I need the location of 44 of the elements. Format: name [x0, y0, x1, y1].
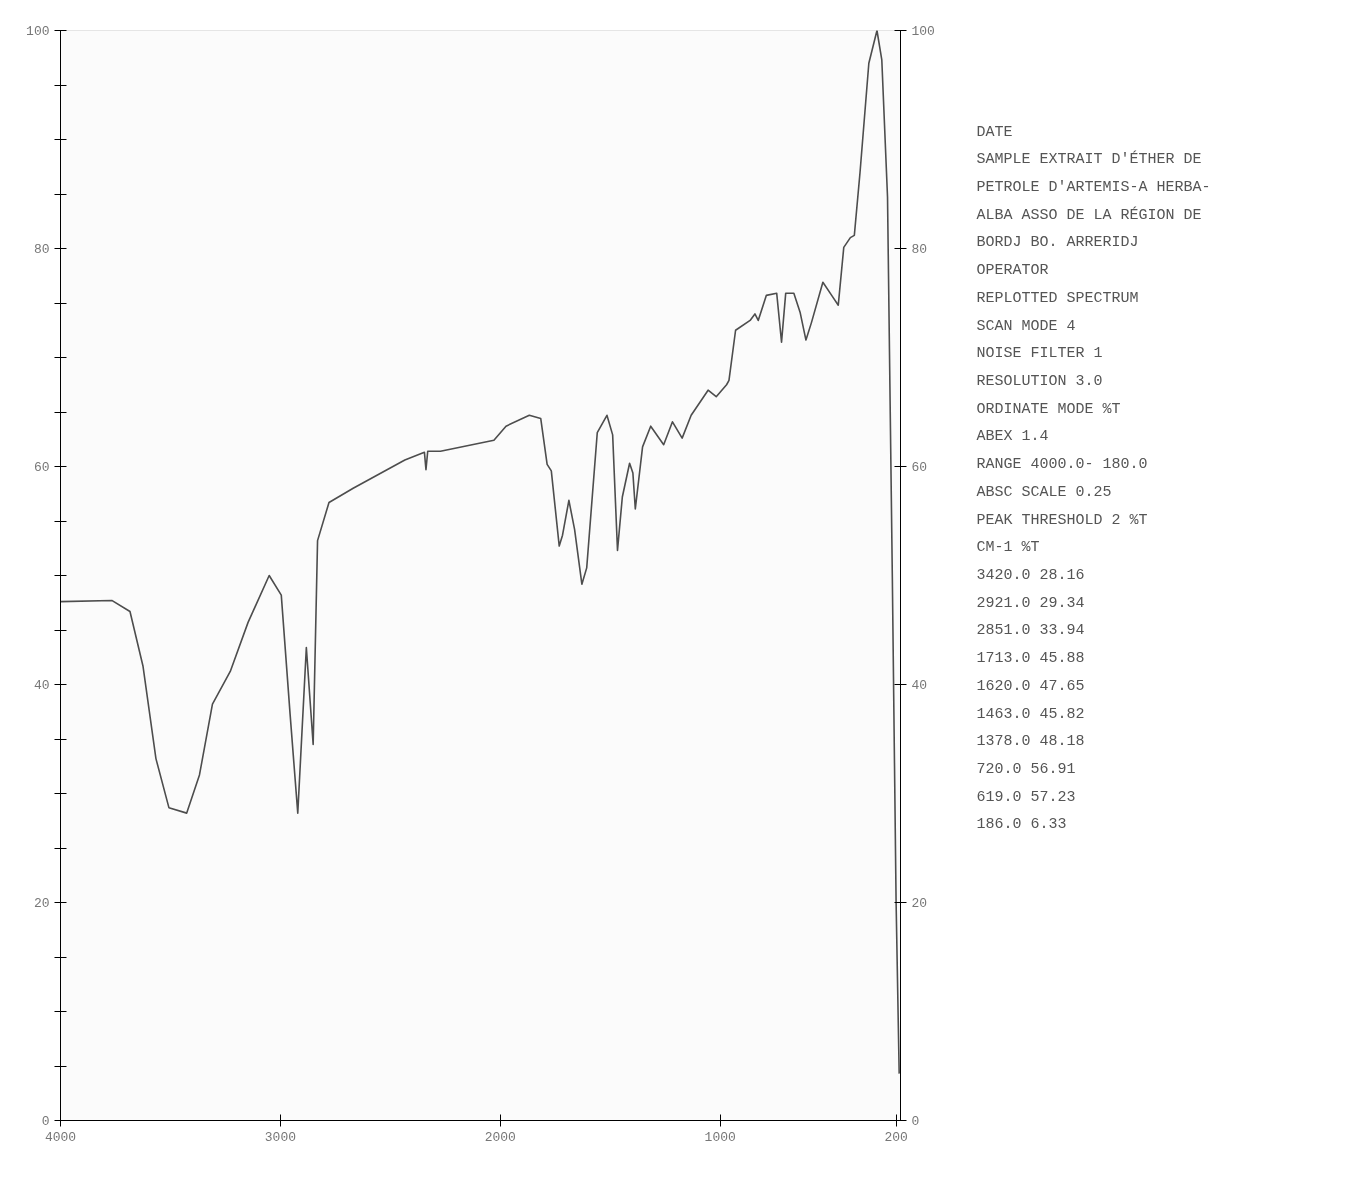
- x-tick-label: 3000: [264, 1129, 297, 1145]
- x-tick-label: 2000: [484, 1129, 516, 1145]
- y-tick-label: 80: [33, 242, 50, 257]
- text: 1713.0 45.88: [976, 650, 1085, 668]
- text: ABSC SCALE 0.25: [976, 483, 1112, 501]
- text: RESOLUTION 3.0: [976, 373, 1103, 391]
- x-tick-label: 1000: [704, 1129, 736, 1145]
- text: 619.0 57.23: [976, 788, 1076, 806]
- text: SCAN MODE 4: [976, 317, 1076, 335]
- text: PETROLE D'ARTEMIS-A HERBA-: [976, 179, 1211, 197]
- text: 2921.0 29.34: [976, 594, 1085, 612]
- y2-tick-label: 20: [911, 896, 928, 911]
- y2-tick-label: 0: [911, 1114, 920, 1129]
- text: 186.0 6.33: [976, 816, 1067, 834]
- y-tick-label: 100: [26, 24, 50, 39]
- y2-tick-label: 100: [911, 24, 935, 39]
- text: 1378.0 48.18: [976, 733, 1085, 751]
- text: DATE: [976, 123, 1013, 141]
- y-tick-label: 0: [41, 1114, 50, 1129]
- text: 2851.0 33.94: [976, 622, 1085, 640]
- text: REPLOTTED SPECTRUM: [976, 289, 1139, 307]
- y2-tick-label: 60: [911, 460, 928, 475]
- text: RANGE 4000.0- 180.0: [976, 456, 1148, 474]
- text: BORDJ BO. ARRERIDJ: [976, 234, 1139, 252]
- text: 1463.0 45.82: [976, 705, 1085, 723]
- text: ALBA ASSO DE LA RÉGION DE: [976, 205, 1202, 224]
- y-tick-label: 60: [33, 460, 50, 475]
- text: 3420.0 28.16: [976, 567, 1085, 584]
- text: SAMPLE EXTRAIT D'ÉTHER DE: [976, 150, 1202, 169]
- text: 1620.0 47.65: [976, 677, 1085, 695]
- y2-tick-label: 40: [911, 678, 928, 693]
- text: ORDINATE MODE %T: [976, 400, 1121, 418]
- text: ABEX 1.4: [976, 428, 1049, 446]
- text: PEAK THRESHOLD 2 %T: [976, 511, 1148, 529]
- text: CM-1 %T: [976, 539, 1040, 557]
- line-series: [60, 30, 900, 1075]
- y-tick-label: 40: [33, 678, 50, 693]
- x-tick-label: 200: [884, 1129, 908, 1145]
- y-tick-label: 20: [33, 896, 50, 911]
- text: OPERATOR: [976, 262, 1049, 280]
- y2-tick-label: 80: [911, 242, 928, 257]
- text: NOISE FILTER 1: [976, 345, 1103, 363]
- text: 720.0 56.91: [976, 760, 1076, 778]
- x-tick-label: 4000: [44, 1129, 77, 1145]
